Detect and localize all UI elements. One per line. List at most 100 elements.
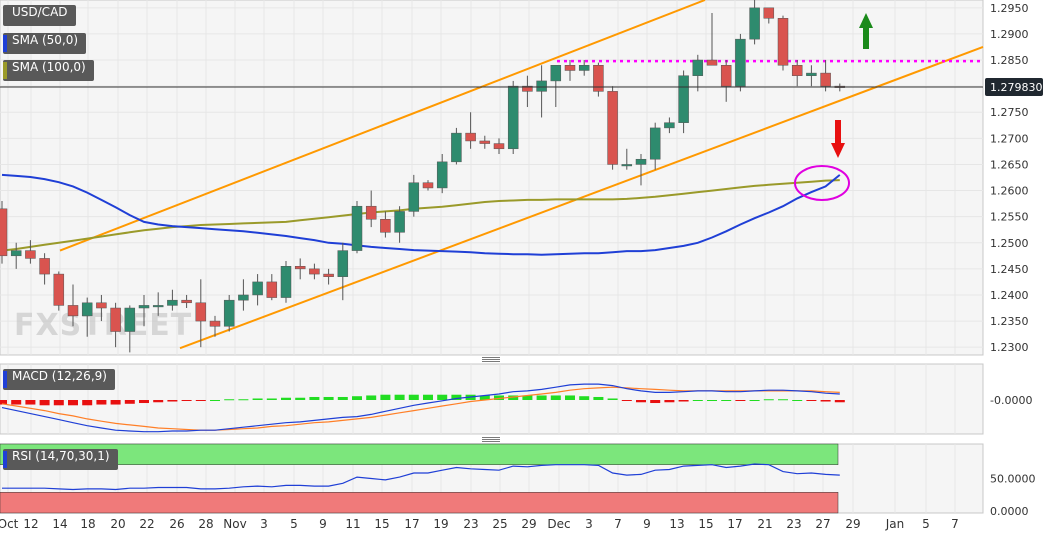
candle-body (507, 85, 519, 150)
symbol-legend[interactable]: USD/CAD (3, 5, 76, 26)
candle-body (39, 258, 50, 275)
candle (209, 315, 221, 337)
macd-hist-bar (68, 400, 78, 406)
candle-body (280, 266, 292, 298)
x-tick-label: 21 (757, 517, 772, 531)
x-tick-label: 26 (169, 517, 184, 531)
sma100-legend[interactable]: SMA (100,0) (3, 60, 94, 81)
macd-hist-bar (536, 395, 547, 400)
macd-hist-bar (295, 397, 306, 400)
candle (10, 242, 22, 269)
macd-hist-bar (479, 395, 490, 400)
price-tick-label: 1.2650 (990, 158, 1029, 171)
candle-body (635, 158, 647, 165)
macd-hist-bar (792, 400, 803, 401)
candle-body (706, 59, 718, 66)
macd-hist-bar (39, 400, 50, 406)
macd-hist-bar (96, 400, 107, 405)
candle-body (621, 164, 633, 167)
macd-hist-bar (550, 395, 561, 400)
candle-body (649, 127, 661, 160)
pane-splitter-macd[interactable] (482, 357, 500, 362)
candle (593, 62, 604, 97)
candle-body (408, 182, 420, 212)
macd-hist-bar (380, 394, 391, 400)
pane-splitter-rsi[interactable] (482, 437, 500, 442)
candle-body (81, 302, 93, 317)
candle (550, 65, 562, 108)
candle (96, 294, 107, 322)
macd-hist-bar (366, 395, 377, 400)
macd-hist-bar (408, 394, 419, 400)
rsi-legend[interactable]: RSI (14,70,30,1) (3, 449, 118, 470)
candle-body (365, 205, 377, 220)
candle-body (735, 38, 746, 87)
candle-body (806, 72, 817, 76)
candle (124, 305, 136, 353)
x-tick-label: 17 (404, 517, 419, 531)
macd-hist-bar (238, 399, 249, 401)
candle-body (309, 268, 320, 275)
candle-body (110, 307, 121, 332)
candle-body (124, 307, 136, 332)
macd-hist-bar (834, 400, 845, 403)
arrow-down-icon (831, 120, 845, 158)
candle-body (550, 65, 562, 82)
candle-body (763, 7, 775, 19)
candle (649, 122, 661, 170)
x-tick-label: 3 (585, 517, 593, 531)
sma100-line (1, 179, 840, 252)
macd-hist-bar (11, 400, 22, 405)
macd-hist-bar (53, 400, 64, 406)
candle (436, 154, 448, 194)
macd-hist-bar (707, 400, 717, 401)
x-tick-label: 11 (345, 517, 360, 531)
candle-body (238, 294, 249, 301)
candle (351, 200, 363, 254)
candle-body (195, 302, 207, 322)
candle-body (223, 299, 235, 327)
macd-hist-bar (579, 396, 590, 400)
macd-hist-bar (167, 400, 178, 402)
candle (138, 294, 150, 327)
macd-hist-bar (224, 399, 235, 401)
candle-body (536, 80, 547, 92)
candle (81, 297, 93, 337)
candle (664, 117, 675, 134)
sma50-line (1, 173, 841, 256)
x-tick-label: 5 (922, 517, 930, 531)
x-tick-label: 9 (643, 517, 651, 531)
price-tick-label: 1.2550 (990, 211, 1029, 224)
x-tick-label: Dec (547, 517, 570, 531)
candle-body (422, 182, 434, 189)
candle (706, 13, 718, 66)
macd-hist-bar (735, 400, 746, 401)
candle (749, 0, 760, 45)
candle (266, 274, 278, 301)
macd-hist-bar (252, 398, 263, 400)
candle (763, 7, 775, 24)
candle-body (181, 299, 192, 304)
macd-legend[interactable]: MACD (12,26,9) (3, 369, 115, 390)
price-pane (0, 0, 984, 356)
sma50-legend[interactable]: SMA (50,0) (3, 33, 87, 54)
candle (720, 60, 732, 102)
macd-hist-bar (621, 400, 632, 401)
price-tick-label: 1.2900 (990, 28, 1029, 41)
candle-body (323, 273, 334, 277)
x-tick-label: Oct (0, 517, 19, 531)
macd-hist-bar (394, 394, 405, 400)
candle-body (209, 320, 221, 327)
candle-body (138, 305, 150, 309)
watermark: FXSTREET (14, 308, 192, 343)
candle (422, 180, 434, 191)
candle-body (820, 72, 831, 87)
price-tick-label: 1.2600 (990, 185, 1029, 198)
x-tick-label: 5 (290, 517, 298, 531)
candle (493, 138, 505, 155)
macd-hist-bar (437, 394, 448, 400)
candle (252, 274, 263, 306)
price-tick-label: 1.2850 (990, 54, 1029, 67)
x-tick-label: 7 (614, 517, 622, 531)
x-tick-label: 22 (139, 517, 154, 531)
